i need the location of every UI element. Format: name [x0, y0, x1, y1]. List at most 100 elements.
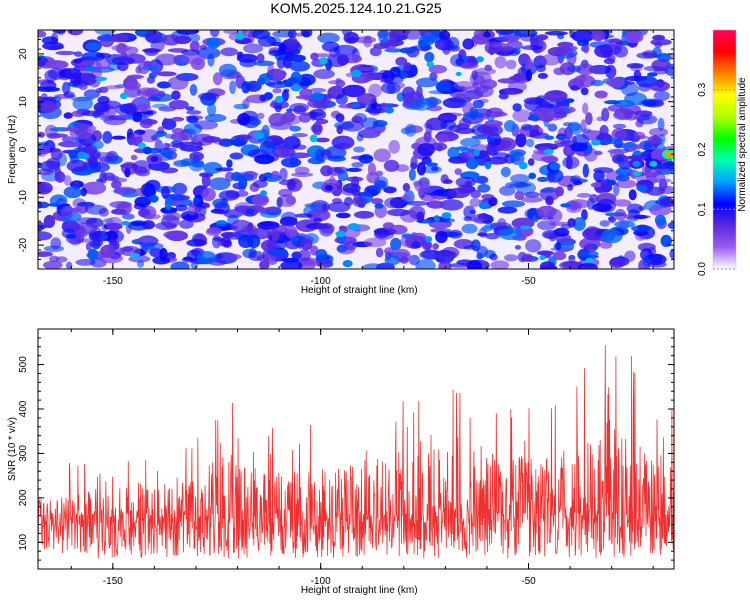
heatmap-blob: [462, 38, 475, 50]
heatmap-blob: [120, 92, 128, 100]
heatmap-blob: [415, 259, 436, 269]
heatmap-blob: [63, 112, 73, 119]
heatmap-blob: [313, 217, 322, 224]
heatmap-blob: [570, 142, 588, 152]
heatmap-blob: [552, 251, 567, 261]
heatmap-blob: [60, 205, 75, 218]
heatmap-blob: [116, 43, 128, 54]
heatmap-blob: [284, 225, 298, 239]
heatmap-blob: [168, 100, 189, 110]
heatmap-blob: [39, 160, 61, 172]
heatmap-blob: [512, 103, 522, 112]
heatmap-blob: [206, 227, 222, 235]
heatmap-blob: [525, 239, 542, 253]
heatmap-blob: [287, 30, 297, 39]
heatmap-blob: [613, 199, 632, 207]
heatmap-blob: [138, 142, 146, 149]
heatmap-blob: [130, 221, 146, 227]
heatmap-blob: [226, 159, 233, 168]
heatmap-blob: [527, 158, 535, 166]
heatmap-blob: [437, 112, 457, 123]
heatmap-blob: [484, 161, 492, 170]
chart-title: KOM5.2025.124.10.21.G25: [270, 0, 442, 16]
heatmap-blob: [566, 52, 577, 65]
heatmap-blob: [418, 39, 427, 47]
heatmap-blob: [62, 127, 79, 132]
heatmap-blob: [510, 155, 521, 162]
heatmap-blob: [272, 88, 282, 94]
heatmap-blob: [567, 218, 576, 228]
heatmap-blob: [384, 107, 394, 114]
heatmap-blob: [171, 116, 185, 122]
heatmap-blob: [287, 179, 296, 191]
heatmap-blob: [535, 64, 546, 73]
snr-ytick-label: 400: [18, 400, 29, 417]
heatmap-blob: [337, 170, 349, 182]
heatmap-blob: [368, 184, 391, 191]
heatmap-blob: [512, 109, 532, 123]
heatmap-blob: [129, 253, 140, 258]
heatmap-blob: [38, 231, 53, 241]
heatmap-blob: [280, 260, 303, 269]
heatmap-blob: [216, 220, 227, 225]
heatmap-blob: [251, 193, 269, 207]
heatmap-blob: [539, 255, 546, 261]
heatmap-blob: [41, 81, 49, 88]
heatmap-blob: [203, 162, 223, 174]
heatmap-blob: [116, 61, 129, 72]
heatmap-blob: [82, 181, 107, 195]
heatmap-blob: [96, 178, 103, 183]
heatmap-blob: [144, 214, 161, 220]
heatmap-blob: [252, 179, 268, 188]
heatmap-blob: [309, 224, 332, 230]
colorbar-label: Normalized spectral amplitude: [737, 77, 748, 212]
heatmap-blob: [544, 90, 568, 102]
heatmap-blob: [380, 102, 387, 110]
heatmap-blob: [649, 80, 670, 92]
heatmap-blob: [567, 65, 582, 73]
heatmap-blob: [498, 226, 522, 240]
heatmap-blob: [218, 138, 234, 147]
heatmap-blob: [235, 75, 246, 89]
heatmap-blob: [308, 109, 327, 121]
heatmap-blob: [553, 227, 570, 237]
heatmap-blob: [213, 237, 224, 242]
heatmap-blob: [361, 263, 385, 269]
heatmap-blob: [331, 135, 355, 150]
heatmap-blob: [277, 224, 288, 235]
heatmap-blob: [454, 157, 470, 164]
heatmap-blob: [536, 205, 557, 218]
heatmap-blob: [73, 59, 83, 64]
heatmap-blob: [415, 77, 439, 88]
heatmap-blob: [71, 110, 86, 118]
heatmap-blob: [615, 179, 637, 189]
heatmap-blob: [434, 250, 457, 261]
heatmap-blob: [307, 209, 331, 222]
heatmap-blob: [274, 69, 287, 79]
heatmap-blob: [164, 220, 173, 229]
heatmap-blob: [525, 59, 534, 72]
heatmap-blob: [315, 118, 329, 125]
heatmap-blob: [520, 196, 543, 203]
heatmap-blob: [259, 140, 276, 155]
heatmap-xtick-label: -150: [103, 276, 123, 287]
heatmap-blob: [181, 54, 206, 64]
heatmap-blob: [38, 162, 43, 169]
heatmap-blob: [649, 127, 668, 137]
heatmap-blob: [351, 102, 360, 108]
heatmap-blob: [47, 133, 68, 138]
heatmap-blob: [55, 256, 68, 263]
heatmap-blob: [454, 168, 462, 176]
heatmap-blob: [192, 197, 200, 205]
heatmap-blob: [455, 176, 476, 188]
heatmap-blob: [439, 199, 464, 211]
heatmap-blob: [481, 193, 495, 200]
heatmap-blob: [347, 223, 360, 231]
heatmap-blob: [426, 200, 445, 209]
heatmap-blob: [77, 152, 90, 160]
heatmap-blob: [260, 190, 267, 197]
heatmap-xtick-label: -100: [311, 276, 331, 287]
heatmap-blob: [99, 156, 109, 168]
heatmap-blob: [333, 44, 358, 56]
heatmap-blob: [580, 45, 589, 52]
